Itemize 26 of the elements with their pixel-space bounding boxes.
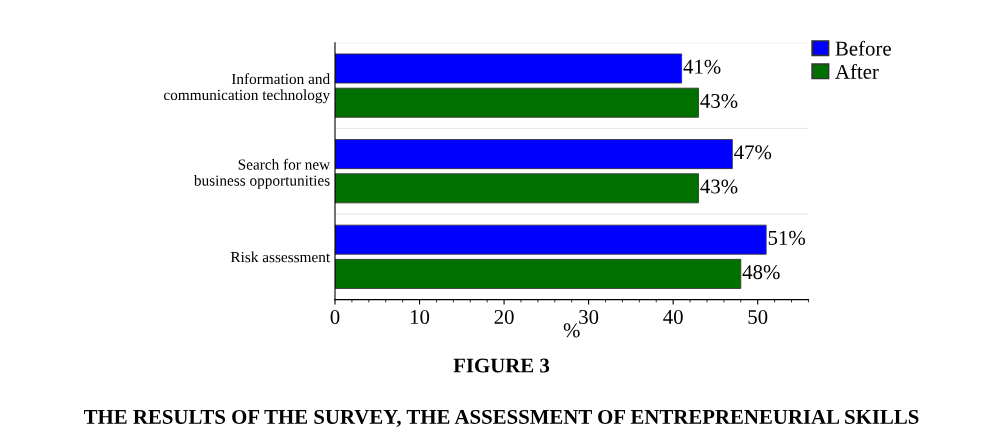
text: FIGURE 3	[453, 358, 550, 373]
text: THE RESULTS OF THE SURVEY, THE ASSESSMENT OF ENTREPRENEURIAL SKILLS	[83, 409, 919, 427]
bar	[335, 87, 699, 118]
data-label: 48%	[742, 265, 780, 280]
data-label: 41%	[683, 59, 721, 74]
legend-label: After	[835, 63, 879, 79]
bar	[335, 224, 767, 255]
bar	[335, 139, 733, 170]
data-label: 43%	[700, 93, 738, 108]
y-tick-label: Risk assessment	[230, 251, 331, 263]
y-tick-label: Search for new business opportunities	[193, 158, 331, 189]
data-label: 43%	[700, 179, 738, 194]
data-label: 47%	[734, 145, 772, 160]
bar	[335, 258, 742, 289]
x-tick-label: 10	[410, 309, 430, 324]
x-tick-label: 50	[748, 309, 768, 324]
x-tick-label: 30	[579, 309, 599, 324]
x-tick-label: 0	[330, 309, 340, 324]
y-tick-label: Information and communication technology	[163, 73, 331, 104]
legend-label: Before	[835, 40, 891, 56]
x-tick-label: 40	[663, 309, 683, 324]
x-axis-title: %	[563, 323, 580, 338]
bar	[335, 53, 683, 84]
x-tick-label: 20	[494, 309, 514, 324]
data-label: 51%	[768, 230, 806, 245]
bar	[335, 173, 699, 204]
